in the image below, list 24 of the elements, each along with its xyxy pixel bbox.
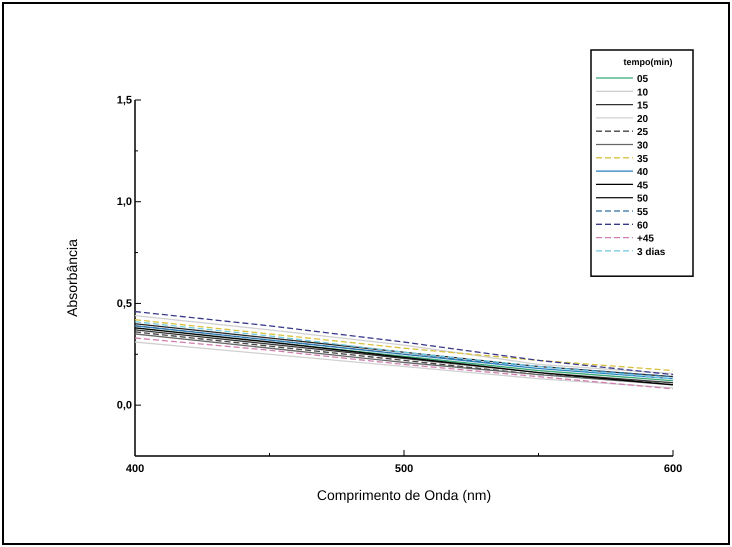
y-axis-title: Absorbância [64, 238, 80, 317]
legend-label: 55 [637, 207, 649, 218]
legend-label: 30 [637, 140, 649, 152]
legend-title: tempo(min) [624, 57, 672, 67]
x-tick-label: 400 [126, 463, 144, 476]
legend-label: 20 [637, 114, 649, 125]
y-tick-label: 1,5 [116, 94, 132, 107]
legend-label: 60 [637, 220, 649, 232]
legend-label: 15 [637, 100, 649, 112]
legend-label: +45 [637, 234, 654, 245]
legend-label: 05 [637, 74, 649, 85]
legend-label: 40 [637, 167, 649, 178]
y-tick-label: 0,5 [116, 298, 132, 310]
legend-label: 45 [637, 180, 649, 192]
y-tick-label: 0,0 [116, 400, 132, 412]
legend-label: 50 [637, 194, 649, 205]
legend-label: 10 [637, 87, 649, 98]
x-tick-label: 500 [394, 463, 414, 476]
legend-label: 35 [637, 154, 649, 165]
legend-label: 3 dias [637, 246, 666, 258]
legend-label: 25 [637, 127, 649, 138]
y-tick-label: 1,0 [116, 196, 132, 208]
x-tick-label: 600 [664, 463, 682, 476]
x-axis-title: Comprimento de Onda (nm) [316, 487, 492, 503]
